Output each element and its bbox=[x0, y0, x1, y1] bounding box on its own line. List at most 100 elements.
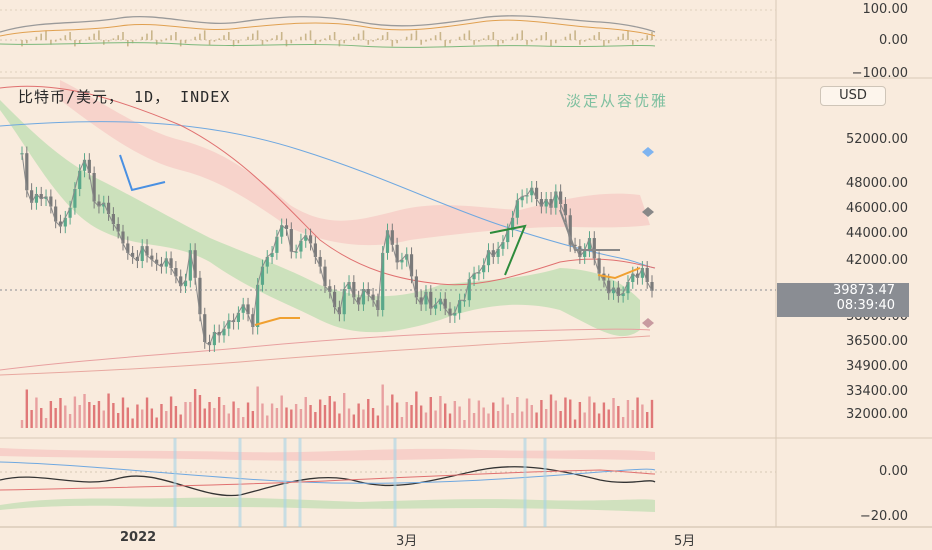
candle-body bbox=[193, 250, 197, 278]
candle-body bbox=[54, 206, 58, 222]
volume-bar bbox=[597, 413, 601, 428]
volume-bar bbox=[256, 386, 259, 428]
candle-body bbox=[323, 266, 327, 287]
volume-bar bbox=[59, 398, 62, 428]
candle-body bbox=[275, 236, 279, 253]
candle-body bbox=[30, 190, 34, 203]
candle-body bbox=[443, 298, 447, 309]
volume-bar bbox=[525, 398, 529, 428]
volume-bar bbox=[530, 405, 533, 428]
volume-bar bbox=[64, 405, 67, 428]
candle-body bbox=[381, 252, 385, 310]
candle-body bbox=[602, 273, 606, 281]
volume-bar bbox=[266, 415, 269, 428]
volume-bar bbox=[198, 395, 202, 428]
volume-bar bbox=[578, 402, 582, 428]
candle-body bbox=[429, 291, 433, 309]
price-axis-label: 46000.00 bbox=[845, 201, 908, 216]
volume-bar bbox=[314, 412, 317, 428]
candle-body bbox=[549, 199, 553, 208]
volume-bar bbox=[607, 409, 610, 428]
volume-bar bbox=[126, 407, 130, 428]
volume-bar bbox=[78, 405, 81, 428]
volume-bar bbox=[290, 409, 293, 428]
volume-bar bbox=[44, 418, 48, 428]
ma-slow-line bbox=[0, 85, 656, 286]
candle-body bbox=[49, 196, 53, 207]
volume-bar bbox=[516, 397, 519, 428]
candle-body bbox=[592, 238, 596, 259]
candle-body bbox=[530, 187, 534, 196]
candles-group bbox=[20, 146, 654, 352]
candle-body bbox=[414, 276, 418, 298]
candle-body bbox=[174, 268, 178, 277]
close-price-line bbox=[21, 153, 653, 346]
candle-body bbox=[294, 251, 298, 253]
candle-body bbox=[616, 287, 620, 296]
volume-bar bbox=[242, 417, 245, 428]
candle-body bbox=[525, 195, 529, 197]
volume-bar bbox=[179, 414, 182, 428]
volume-bar bbox=[617, 406, 620, 428]
volume-bar bbox=[650, 399, 654, 428]
volume-bar bbox=[217, 397, 221, 428]
candle-body bbox=[251, 314, 255, 327]
volume-bar bbox=[237, 408, 240, 428]
candle-body bbox=[626, 282, 630, 294]
volume-bar bbox=[381, 384, 384, 428]
volume-bar bbox=[564, 397, 567, 428]
volume-bar bbox=[304, 397, 307, 428]
candle-body bbox=[78, 170, 82, 189]
candle-body bbox=[645, 268, 649, 282]
volume-bar bbox=[285, 407, 288, 428]
volume-bar bbox=[626, 400, 630, 428]
volume-bar bbox=[251, 411, 255, 428]
candle-body bbox=[583, 250, 587, 257]
candle-body bbox=[169, 258, 173, 268]
candle-body bbox=[106, 202, 111, 214]
candle-body bbox=[395, 244, 399, 263]
currency-button[interactable]: USD bbox=[820, 86, 886, 106]
candle-body bbox=[150, 255, 154, 260]
candle-body bbox=[246, 304, 250, 315]
volume-bar bbox=[395, 402, 399, 428]
price-axis-label: 36500.00 bbox=[845, 334, 908, 349]
x-axis-label: 3月 bbox=[396, 534, 418, 549]
candle-body bbox=[332, 291, 337, 308]
last-price-tag: 39873.47 08:39:40 bbox=[777, 283, 909, 317]
price-axis-label: 48000.00 bbox=[845, 176, 908, 191]
volume-bar bbox=[30, 410, 33, 428]
volume-bar bbox=[511, 413, 514, 428]
volume-bar bbox=[549, 394, 553, 428]
pane-separators bbox=[0, 0, 932, 528]
candle-body bbox=[611, 287, 616, 294]
volume-bar bbox=[150, 408, 154, 428]
volume-bar bbox=[102, 410, 105, 428]
candle-body bbox=[97, 201, 101, 207]
ma-long-line bbox=[0, 121, 656, 269]
volume-bar bbox=[193, 389, 197, 428]
candle-body bbox=[337, 307, 342, 315]
volume-bar bbox=[174, 406, 178, 428]
volume-bar bbox=[343, 393, 346, 428]
volume-bar bbox=[424, 412, 428, 428]
candle-body bbox=[289, 229, 293, 252]
candle-body bbox=[347, 282, 351, 289]
candle-body bbox=[631, 273, 635, 282]
volume-bar bbox=[347, 408, 351, 428]
volume-bar bbox=[97, 401, 101, 428]
candle-body bbox=[554, 191, 558, 208]
candle-body bbox=[352, 282, 356, 298]
volume-bar bbox=[573, 419, 577, 428]
volume-bar bbox=[189, 402, 192, 428]
volume-bar bbox=[540, 400, 543, 428]
volume-bar bbox=[645, 412, 649, 428]
volume-bar bbox=[270, 403, 274, 428]
candle-body bbox=[486, 250, 491, 266]
volume-bar bbox=[112, 403, 115, 428]
candle-body bbox=[236, 312, 241, 322]
bar-countdown: 08:39:40 bbox=[836, 298, 895, 313]
volume-bar bbox=[309, 405, 312, 428]
candle-body bbox=[188, 250, 192, 281]
